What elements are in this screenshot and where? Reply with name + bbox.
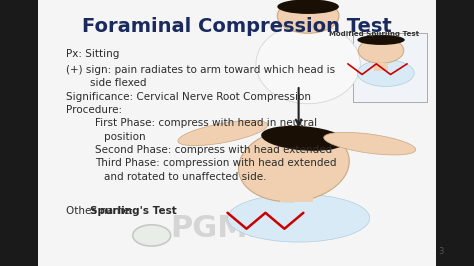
Text: PGMEI: PGMEI (171, 214, 281, 243)
Text: 3: 3 (438, 247, 443, 256)
Text: side flexed: side flexed (90, 78, 146, 89)
Bar (374, 63, 388, 71)
Bar (280, 181, 313, 202)
Ellipse shape (228, 194, 370, 242)
Circle shape (133, 225, 171, 246)
Ellipse shape (357, 35, 405, 45)
Text: Third Phase: compression with head extended: Third Phase: compression with head exten… (95, 158, 336, 168)
Ellipse shape (256, 24, 360, 104)
Text: Significance: Cervical Nerve Root Compression: Significance: Cervical Nerve Root Compre… (66, 92, 311, 102)
Bar (38, 0, 436, 266)
Text: Second Phase: compress with head extended: Second Phase: compress with head extende… (95, 145, 332, 155)
Text: Px: Sitting: Px: Sitting (66, 49, 120, 59)
Text: Procedure:: Procedure: (66, 105, 122, 115)
Text: Othes name:: Othes name: (66, 206, 137, 216)
Bar (436, 0, 474, 266)
Text: (+) sign: pain radiates to arm toward which head is: (+) sign: pain radiates to arm toward wh… (66, 65, 336, 75)
Ellipse shape (324, 132, 416, 155)
Ellipse shape (261, 126, 346, 151)
Bar (353, 33, 427, 102)
Text: Spurling's Test: Spurling's Test (90, 206, 177, 216)
Text: Foraminal Compression Test: Foraminal Compression Test (82, 17, 392, 36)
Ellipse shape (238, 128, 349, 202)
Circle shape (358, 38, 404, 63)
Circle shape (277, 0, 339, 33)
Ellipse shape (178, 120, 268, 146)
Bar (0, 0, 38, 266)
Text: position: position (104, 132, 146, 142)
Ellipse shape (357, 60, 414, 86)
Ellipse shape (277, 0, 339, 14)
Text: Modified Spurling Test: Modified Spurling Test (329, 31, 419, 37)
Text: and rotated to unaffected side.: and rotated to unaffected side. (104, 172, 267, 182)
Text: First Phase: compress with head in neutral: First Phase: compress with head in neutr… (95, 118, 317, 128)
